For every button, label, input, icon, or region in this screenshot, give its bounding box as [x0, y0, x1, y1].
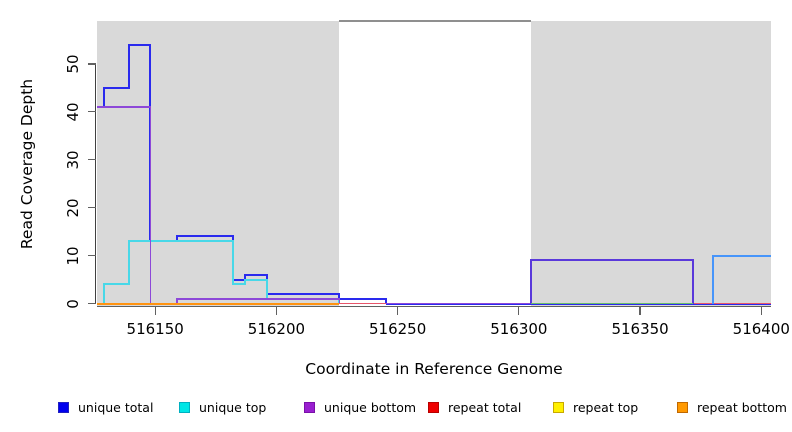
- legend-label: repeat top: [573, 400, 639, 415]
- series-line-repeat-total: [693, 302, 771, 305]
- legend-label: unique top: [199, 400, 267, 415]
- x-tick-mark: [639, 307, 641, 315]
- series-line-unique-top: [103, 283, 106, 305]
- series-line-unique-total: [244, 273, 267, 276]
- x-tick-mark: [154, 307, 156, 315]
- y-axis-line: [94, 63, 97, 305]
- y-tick-mark: [88, 111, 96, 113]
- legend-item-unique-top: unique top: [179, 400, 266, 415]
- series-line-unique-block-516305-516372-depth9: [529, 259, 532, 305]
- y-tick-mark: [88, 302, 96, 305]
- x-tick-mark: [518, 307, 520, 315]
- series-line-unique-top: [104, 283, 129, 286]
- series-line-unique-total: [128, 43, 151, 46]
- series-line-baseline-green-516305-516372: [530, 302, 694, 305]
- x-axis-line: [97, 306, 771, 308]
- x-tick-label: 516200: [247, 320, 306, 338]
- legend-swatch-icon: [179, 402, 190, 413]
- x-tick-label: 516350: [611, 320, 669, 338]
- shaded-region: [97, 21, 340, 306]
- series-line-unique-total: [104, 86, 129, 89]
- legend-item-repeat-bottom: repeat bottom: [677, 400, 787, 415]
- series-line-repeat-bottom: [97, 302, 340, 305]
- series-line-unique-bottom: [338, 297, 341, 305]
- series-line-unique-total: [176, 235, 178, 243]
- gap-top-border: [339, 20, 531, 22]
- series-line-unique-top: [243, 278, 246, 286]
- legend-item-unique-total: unique total: [58, 400, 153, 415]
- x-tick-label: 516300: [490, 320, 548, 338]
- series-line-unique-total: [243, 273, 246, 281]
- legend-item-unique-bottom: unique bottom: [304, 400, 416, 415]
- series-line-unique-top: [232, 283, 245, 286]
- legend-label: repeat total: [448, 400, 522, 415]
- series-line-unique-total: [266, 292, 340, 295]
- series-line-unique-top: [128, 240, 233, 243]
- x-tick-label: 516400: [732, 320, 790, 338]
- series-line-unique-block-516380-516404-depth10: [712, 254, 771, 257]
- legend-label: repeat bottom: [697, 400, 787, 415]
- x-tick-label: 516150: [126, 320, 184, 338]
- x-tick-mark: [275, 307, 277, 315]
- x-tick-mark: [397, 307, 399, 315]
- series-line-unique-block-516380-516404-depth10: [711, 254, 714, 305]
- series-line-unique-total: [103, 86, 106, 109]
- series-line-unique-top: [265, 278, 268, 300]
- legend-swatch-icon: [677, 402, 688, 413]
- legend-swatch-icon: [553, 402, 564, 413]
- series-line-unique-block-516305-516372-depth9: [692, 259, 695, 305]
- legend-swatch-icon: [58, 402, 69, 413]
- y-tick-mark: [88, 207, 96, 209]
- x-tick-mark: [760, 307, 762, 315]
- series-line-unique-total: [127, 43, 130, 89]
- series-line-unique-top: [244, 278, 267, 281]
- y-tick-mark: [88, 63, 96, 65]
- series-line-unique-total: [384, 297, 387, 305]
- legend-swatch-icon: [428, 402, 439, 413]
- series-line-unique-top: [231, 240, 234, 286]
- legend-item-repeat-total: repeat total: [428, 400, 521, 415]
- series-line-repeat-total: [339, 302, 386, 305]
- y-tick-mark: [88, 255, 96, 257]
- legend-label: unique total: [78, 400, 154, 415]
- series-line-unique-total: [177, 235, 233, 238]
- legend-item-repeat-top: repeat top: [553, 400, 638, 415]
- series-line-unique-block-516305-516372-depth9: [530, 259, 694, 262]
- series-line-unique-bottom: [339, 302, 531, 305]
- legend-swatch-icon: [304, 402, 315, 413]
- series-line-unique-total: [232, 278, 245, 281]
- x-tick-label: 516250: [368, 320, 427, 338]
- shaded-region: [530, 21, 771, 306]
- series-line-unique-total: [338, 292, 341, 300]
- series-line-unique-bottom: [149, 106, 152, 305]
- series-line-unique-bottom: [97, 106, 151, 108]
- x-axis-title: Coordinate in Reference Genome: [305, 360, 563, 378]
- y-tick-mark: [88, 159, 96, 161]
- series-line-unique-bottom: [177, 297, 340, 300]
- series-line-unique-bottom: [176, 297, 178, 305]
- series-line-unique-top: [127, 240, 130, 286]
- legend-label: unique bottom: [324, 400, 417, 415]
- series-line-unique-total: [339, 297, 386, 300]
